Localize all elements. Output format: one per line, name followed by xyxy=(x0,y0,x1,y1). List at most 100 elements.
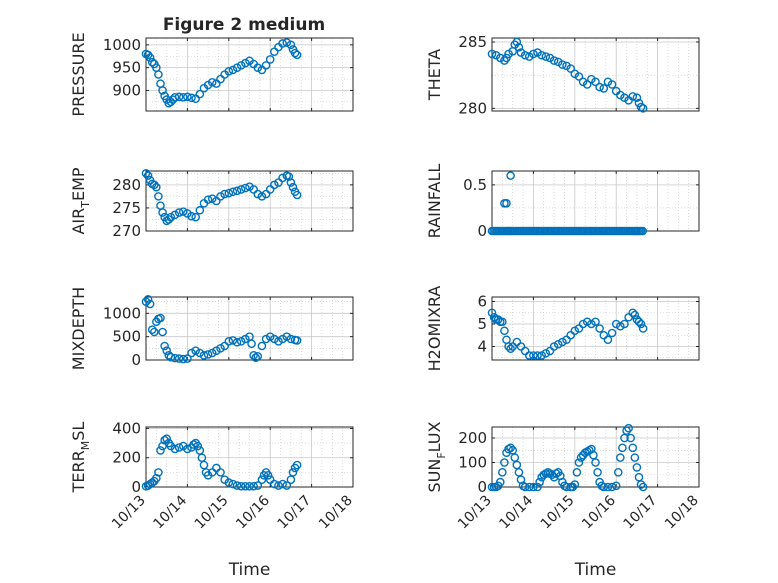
data-point xyxy=(195,205,205,215)
data-point xyxy=(232,337,242,347)
data-point xyxy=(162,434,171,444)
y-tick-label: 280 xyxy=(458,99,487,117)
data-point xyxy=(638,482,648,492)
data-point xyxy=(603,335,613,345)
data-point xyxy=(603,482,613,492)
x-tick-label: 10/16 xyxy=(579,492,619,532)
data-point xyxy=(618,443,627,453)
data-point xyxy=(228,65,238,75)
data-point xyxy=(611,481,621,491)
data-point xyxy=(292,336,302,345)
data-point xyxy=(162,346,171,355)
y-tick-label: 5 xyxy=(477,315,487,333)
data-point xyxy=(498,468,507,477)
data-point xyxy=(156,446,165,455)
data-point xyxy=(187,211,196,221)
data-point xyxy=(524,351,534,360)
data-point xyxy=(288,468,298,477)
data-point xyxy=(506,443,515,453)
data-point xyxy=(174,208,184,217)
data-point xyxy=(572,468,582,477)
data-point xyxy=(249,351,258,360)
data-point xyxy=(166,352,176,362)
axes-box xyxy=(145,170,354,232)
data-point xyxy=(630,310,640,320)
data-point xyxy=(632,463,642,472)
data-point xyxy=(265,55,275,64)
data-point xyxy=(541,52,551,61)
data-point xyxy=(553,339,563,349)
data-point xyxy=(166,212,176,222)
data-point xyxy=(224,67,234,76)
y-axis-label: SUNFLUX xyxy=(425,421,448,492)
x-axis-label: Time xyxy=(574,560,617,580)
data-point xyxy=(624,423,633,433)
plot-area xyxy=(146,297,353,360)
data-point xyxy=(147,325,157,334)
data-point xyxy=(638,226,647,236)
data-point xyxy=(141,169,151,178)
data-point xyxy=(253,189,263,199)
data-point xyxy=(224,337,234,346)
data-point xyxy=(595,324,604,333)
data-point xyxy=(290,48,300,58)
data-point xyxy=(638,324,648,333)
data-point xyxy=(265,332,275,341)
data-point xyxy=(607,328,617,338)
data-point xyxy=(620,319,629,329)
data-point xyxy=(574,458,584,467)
x-tick-label: 10/15 xyxy=(538,493,578,533)
data-point xyxy=(591,77,600,87)
subplot-h2omixra: 6 5 4 H2OMIXRA xyxy=(425,286,700,372)
data-point xyxy=(203,350,213,359)
data-point xyxy=(634,317,644,327)
data-point xyxy=(537,50,546,60)
data-point xyxy=(170,353,180,363)
data-point xyxy=(187,93,196,103)
data-point xyxy=(170,93,180,102)
data-point xyxy=(145,299,155,309)
data-point xyxy=(241,334,250,344)
data-point xyxy=(241,481,250,491)
data-point xyxy=(533,482,542,492)
data-point xyxy=(147,57,157,67)
data-point xyxy=(236,185,246,194)
data-point xyxy=(622,426,631,435)
x-tick-label: 10/16 xyxy=(233,492,273,532)
data-point xyxy=(566,64,575,73)
data-point xyxy=(524,482,534,492)
data-point xyxy=(506,171,515,180)
data-point xyxy=(628,92,638,101)
data-point xyxy=(582,317,592,327)
data-point xyxy=(174,92,184,102)
x-tick-label: 10/18 xyxy=(316,493,356,533)
subplot-theta: 285 280 THETA xyxy=(425,33,700,117)
y-tick-label: 1000 xyxy=(103,304,141,322)
y-tick-label: 200 xyxy=(112,449,141,467)
data-point xyxy=(288,182,298,192)
data-point xyxy=(187,348,196,358)
data-point xyxy=(570,480,580,489)
data-point xyxy=(253,481,263,490)
axes-box xyxy=(491,37,700,112)
data-point xyxy=(207,77,217,87)
data-point xyxy=(154,192,163,201)
data-point xyxy=(207,194,217,203)
data-point xyxy=(253,63,263,72)
data-point xyxy=(170,444,180,454)
data-point xyxy=(270,479,279,489)
data-point xyxy=(489,312,499,322)
data-point xyxy=(591,458,600,467)
y-axis-label: H2OMIXRA xyxy=(425,286,444,372)
data-point xyxy=(570,326,580,336)
data-point xyxy=(152,182,161,192)
data-point xyxy=(224,478,234,487)
data-point xyxy=(228,187,238,197)
y-tick-label: 0 xyxy=(477,222,487,240)
data-point xyxy=(599,84,609,93)
data-point xyxy=(249,481,258,491)
data-point xyxy=(292,50,302,60)
data-point xyxy=(500,458,509,467)
data-point xyxy=(195,89,205,99)
